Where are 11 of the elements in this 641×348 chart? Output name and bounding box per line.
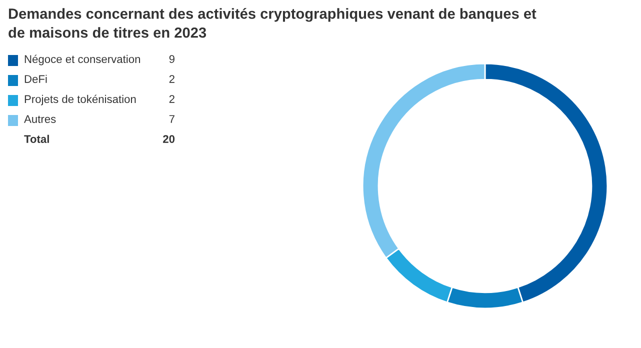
text: Total — [24, 134, 49, 143]
legend-label: DeFi — [24, 74, 47, 83]
data-label: 7 — [169, 115, 174, 123]
chart-title: Demandes concernant des activités cryptographiques venant de banques et de maisons de titres en 2023 — [8, 8, 536, 38]
text: 20 — [163, 135, 175, 143]
legend-label: Négoce et conservation — [24, 54, 140, 66]
data-label: 9 — [169, 55, 174, 63]
data-label: 2 — [169, 95, 174, 103]
legend-label: Autres — [24, 115, 56, 123]
legend-label: Projets de tokénisation — [24, 94, 136, 106]
data-label: 2 — [169, 75, 174, 83]
